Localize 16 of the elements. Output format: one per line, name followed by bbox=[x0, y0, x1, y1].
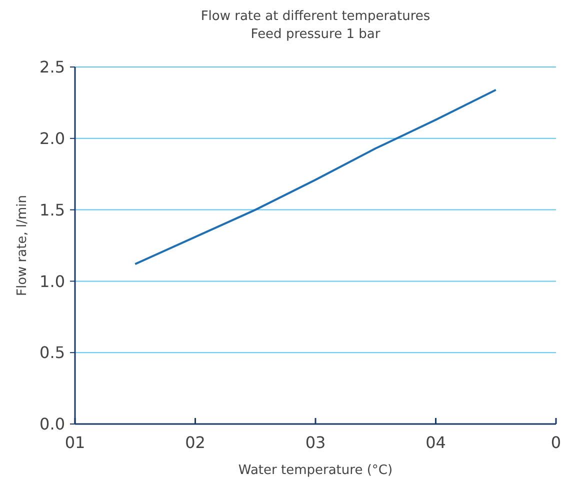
y-tick-label: 0.0 bbox=[40, 414, 65, 434]
y-tick-label: 1.0 bbox=[40, 272, 65, 291]
y-tick-label: 1.5 bbox=[40, 200, 65, 220]
x-tick-label: 02 bbox=[185, 433, 206, 452]
line-series bbox=[134, 88, 497, 266]
x-tick-label: 03 bbox=[305, 433, 326, 452]
chart-subtitle: Feed pressure 1 bar bbox=[250, 27, 381, 42]
x-tick-label: 04 bbox=[426, 433, 446, 452]
x-axis-title: Water temperature (°C) bbox=[238, 463, 393, 478]
y-tick-label: 2.0 bbox=[40, 129, 65, 148]
x-tick-label: 01 bbox=[64, 433, 86, 452]
y-axis-title: Flow rate, l/min bbox=[15, 195, 30, 296]
x-tick-label: 0 bbox=[550, 433, 562, 452]
y-tick-label: 0.5 bbox=[40, 343, 65, 362]
chart-title: Flow rate at different temperatures bbox=[200, 9, 430, 24]
y-tick-label: 2.5 bbox=[40, 58, 65, 77]
